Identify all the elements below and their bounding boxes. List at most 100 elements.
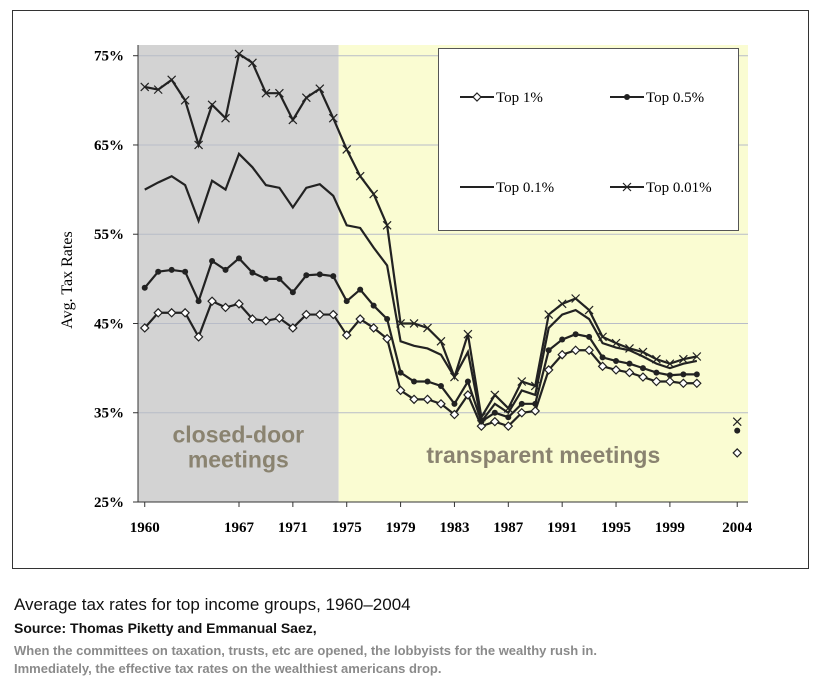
marker — [680, 371, 687, 378]
marker — [678, 378, 689, 389]
x-tick-label: 1979 — [386, 520, 416, 536]
marker — [693, 371, 700, 378]
marker — [262, 275, 269, 282]
marker — [330, 273, 337, 280]
marker — [220, 302, 231, 313]
marker — [544, 310, 554, 319]
marker — [355, 171, 365, 181]
x-tick-label: 1995 — [601, 520, 631, 536]
marker — [274, 88, 284, 98]
marker — [207, 296, 217, 307]
marker — [692, 352, 702, 361]
marker — [316, 271, 323, 278]
marker — [516, 407, 527, 418]
marker — [638, 347, 648, 357]
marker — [450, 372, 459, 382]
legend-box — [438, 48, 739, 231]
x-tick-label: 1975 — [332, 520, 362, 536]
source: Source: Thomas Piketty and Emmanual Saez… — [14, 620, 317, 636]
marker — [343, 298, 350, 305]
marker — [424, 378, 431, 385]
marker — [139, 323, 150, 333]
marker — [651, 376, 662, 387]
legend-label: Top 0.01% — [646, 180, 712, 196]
marker — [194, 140, 204, 150]
marker — [472, 92, 482, 102]
marker — [503, 421, 514, 431]
marker — [288, 323, 298, 333]
marker — [303, 272, 310, 279]
marker — [532, 400, 539, 407]
marker — [369, 189, 379, 199]
marker — [368, 323, 379, 333]
marker — [153, 85, 163, 95]
marker — [666, 372, 673, 379]
lines — [139, 49, 743, 458]
marker — [248, 58, 257, 68]
marker — [451, 400, 458, 407]
marker — [422, 394, 433, 405]
marker — [397, 369, 404, 376]
marker — [463, 329, 473, 339]
y-tick-label: 45% — [94, 316, 124, 332]
marker — [570, 345, 581, 356]
marker — [611, 338, 621, 348]
marker — [342, 145, 352, 154]
note: Immediately, the effective tax rates on … — [14, 661, 441, 676]
marker — [625, 344, 634, 353]
marker — [409, 394, 419, 405]
marker — [476, 421, 487, 431]
marker — [167, 75, 177, 85]
marker — [409, 319, 419, 328]
legend-label: Top 0.1% — [496, 180, 554, 196]
x-tick-label: 1971 — [278, 520, 308, 536]
marker — [328, 113, 338, 123]
x-tick-label: 2004 — [722, 520, 753, 536]
marker — [530, 406, 541, 416]
marker — [489, 416, 500, 427]
x-tick-label: 1991 — [547, 520, 577, 536]
marker — [559, 336, 566, 343]
x-tick-label: 1967 — [224, 520, 255, 536]
marker — [572, 331, 579, 338]
marker — [234, 49, 244, 59]
y-tick-label: 35% — [94, 406, 124, 422]
marker — [503, 403, 513, 413]
caption: Average tax rates for top income groups,… — [14, 595, 411, 614]
marker — [665, 376, 675, 387]
marker — [464, 378, 471, 385]
marker — [247, 314, 258, 324]
marker — [341, 330, 352, 340]
marker — [586, 333, 593, 340]
marker — [195, 298, 202, 305]
marker — [384, 316, 391, 323]
y-tick-label: 65% — [94, 138, 124, 154]
marker — [382, 333, 392, 344]
marker — [261, 88, 271, 98]
marker — [180, 307, 190, 318]
marker — [734, 427, 741, 434]
y-tick-label: 75% — [94, 49, 124, 65]
marker — [599, 354, 606, 361]
marker — [155, 268, 162, 275]
marker — [597, 361, 608, 372]
x-tick-label: 1987 — [493, 520, 524, 536]
marker — [571, 294, 581, 303]
marker — [180, 95, 190, 105]
legend-label: Top 1% — [496, 90, 543, 106]
marker — [141, 284, 148, 291]
marker — [261, 315, 271, 326]
marker — [598, 332, 607, 342]
marker — [505, 414, 512, 421]
marker — [437, 382, 444, 389]
marker — [557, 349, 568, 360]
note: When the committees on taxation, trusts,… — [14, 643, 597, 658]
marker — [166, 307, 177, 318]
marker — [182, 268, 189, 275]
x-tick-label: 1999 — [655, 520, 685, 536]
marker — [517, 377, 527, 386]
marker — [545, 347, 552, 354]
marker — [222, 266, 229, 273]
marker — [449, 409, 460, 420]
